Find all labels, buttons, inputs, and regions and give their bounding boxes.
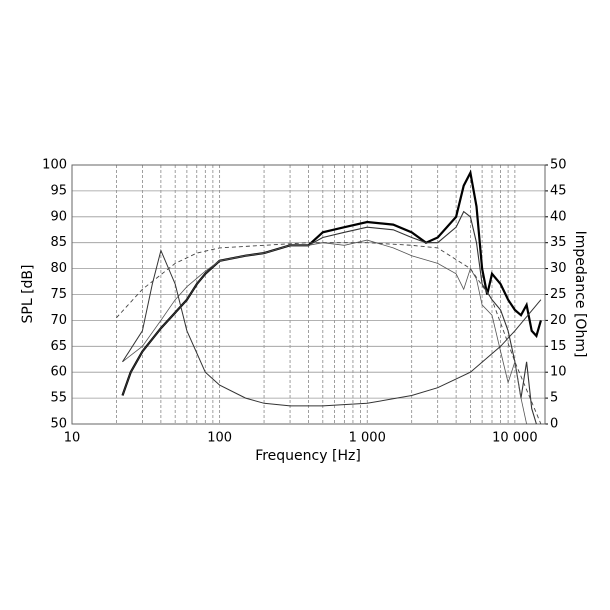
x-tick-label: 10 000	[492, 431, 538, 446]
x-tick-label: 10	[64, 431, 81, 446]
x-tick-label: 100	[207, 431, 232, 446]
y2-tick-label: 40	[550, 209, 567, 224]
series-line	[121, 169, 542, 396]
y-tick-label: 70	[50, 313, 67, 328]
series-line	[122, 239, 527, 425]
y2-tick-label: 20	[550, 313, 567, 328]
y-tick-label: 75	[50, 287, 67, 302]
y2-tick-label: 10	[550, 365, 567, 380]
y-axis-label: SPL [dB]	[20, 265, 36, 324]
y2-tick-label: 50	[550, 158, 567, 173]
y2-tick-label: 35	[550, 235, 567, 250]
plot-frame	[71, 164, 546, 425]
y-tick-label: 65	[50, 339, 67, 354]
y2-tick-label: 5	[550, 391, 558, 406]
y2-axis-label: Impedance [Ohm]	[572, 231, 588, 358]
x-axis-label: Frequency [Hz]	[255, 448, 361, 464]
series-line	[116, 242, 542, 425]
y2-tick-label: 15	[550, 339, 567, 354]
y-tick-label: 85	[50, 235, 67, 250]
y2-tick-label: 0	[550, 417, 558, 432]
y-tick-label: 55	[50, 391, 67, 406]
y-tick-label: 60	[50, 365, 67, 380]
y-tick-label: 95	[50, 183, 67, 198]
y-tick-label: 90	[50, 209, 67, 224]
y2-tick-label: 25	[550, 287, 567, 302]
y2-tick-label: 30	[550, 261, 567, 276]
x-tick-label: 1 000	[349, 431, 386, 446]
y-tick-label: 50	[50, 417, 67, 432]
y-tick-label: 80	[50, 261, 67, 276]
y-tick-label: 100	[42, 158, 67, 173]
y2-tick-label: 45	[550, 183, 567, 198]
series-line	[121, 210, 537, 425]
series-line	[122, 248, 542, 407]
